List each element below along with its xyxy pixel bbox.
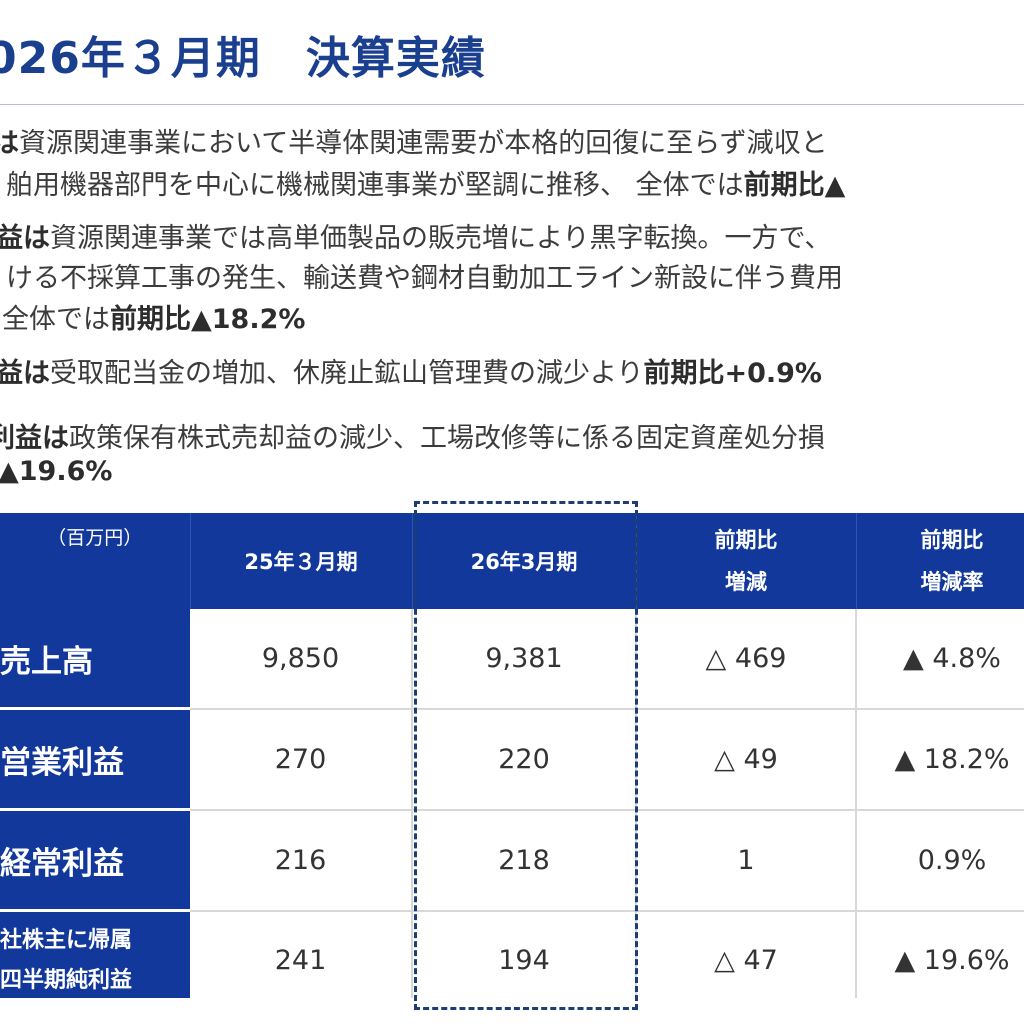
col-header-rate-line2: 増減率	[920, 570, 984, 594]
cell-prev: 9,850	[190, 609, 413, 710]
bullet-line: ▲19.6%	[0, 456, 112, 487]
cell-rate: 0.9%	[856, 809, 1024, 912]
col-header-rate-line1: 前期比	[920, 528, 984, 552]
cell-curr: 9,381	[412, 609, 637, 710]
cell-diff: △ 49	[636, 708, 857, 811]
bullet-text: 全体では	[2, 304, 110, 335]
bullet-text: 政策保有株式売却益の減少、工場改修等に係る固定資産処分損	[69, 423, 825, 454]
col-header-prev: 25年３月期	[190, 513, 413, 609]
bullet-line: 舶用機器部門を中心に機械関連事業が堅調に推移、 全体では前期比▲	[6, 163, 845, 202]
bullet-text: 舶用機器部門を中心に機械関連事業が堅調に推移、 全体では	[6, 170, 744, 201]
bullet-bold: 利益は	[0, 423, 69, 454]
col-header-diff-line1: 前期比	[714, 528, 778, 552]
bullet-line: 全体では前期比▲18.2%	[2, 297, 305, 336]
table-header-row: （百万円） 25年３月期 26年3月期 前期比 増減 前期比 増減率	[0, 513, 1024, 609]
bullet-bold: は	[0, 128, 19, 159]
cell-diff: △ 47	[636, 910, 857, 998]
cell-rate: ▲ 4.8%	[856, 609, 1024, 710]
row-label: 経常利益	[0, 809, 190, 912]
bullet-text: 資源関連事業において半導体関連需要が本格的回復に至らず減収と	[19, 128, 828, 159]
row-label: 営業利益	[0, 708, 190, 811]
bullet-line: 益は受取配当金の増加、休廃止鉱山管理費の減少より前期比+0.9%	[0, 351, 822, 390]
page-title: 026年３月期 決算実績	[0, 33, 486, 84]
cell-curr: 218	[412, 809, 637, 912]
table-row: 営業利益 270 220 △ 49 ▲ 18.2%	[0, 708, 1024, 811]
bullet-text: ける不採算工事の発生、輸送費や鋼材自動加工ライン新設に伴う費用	[6, 263, 843, 294]
bullet-line: ける不採算工事の発生、輸送費や鋼材自動加工ライン新設に伴う費用	[6, 256, 843, 295]
bullet-bold: 益は	[0, 223, 50, 254]
bullet-line: 益は資源関連事業では高単価製品の販売増により黒字転換。一方で、	[0, 216, 831, 255]
col-header-diff-line2: 増減	[725, 570, 767, 594]
table-row: 売上高 9,850 9,381 △ 469 ▲ 4.8%	[0, 609, 1024, 710]
row-label-line1: 社株主に帰属	[0, 928, 133, 953]
row-label: 売上高	[0, 609, 190, 710]
bullet-bold: 益は	[0, 358, 50, 389]
cell-prev: 216	[190, 809, 413, 912]
bullet-line: 利益は政策保有株式売却益の減少、工場改修等に係る固定資産処分損	[0, 416, 825, 455]
col-header-rate: 前期比 増減率	[856, 513, 1024, 609]
cell-diff: △ 469	[636, 609, 857, 710]
cell-rate: ▲ 19.6%	[856, 910, 1024, 998]
bullet-text: 資源関連事業では高単価製品の販売増により黒字転換。一方で、	[50, 223, 832, 254]
unit-label: （百万円）	[0, 513, 191, 609]
row-label-line2: 四半期純利益	[0, 968, 133, 993]
cell-prev: 270	[190, 708, 413, 811]
cell-curr: 194	[412, 910, 637, 998]
results-table: （百万円） 25年３月期 26年3月期 前期比 増減 前期比 増減率 売上高 9…	[0, 513, 1024, 998]
bullet-bold: 前期比+0.9%	[643, 358, 822, 389]
col-header-diff: 前期比 増減	[636, 513, 857, 609]
table-row: 社株主に帰属 四半期純利益 241 194 △ 47 ▲ 19.6%	[0, 910, 1024, 998]
bullet-text: 受取配当金の増加、休廃止鉱山管理費の減少より	[50, 358, 644, 389]
row-label: 社株主に帰属 四半期純利益	[0, 910, 190, 998]
results-table-container: （百万円） 25年３月期 26年3月期 前期比 増減 前期比 増減率 売上高 9…	[0, 513, 1024, 998]
summary-bullets: は資源関連事業において半導体関連需要が本格的回復に至らず減収と 舶用機器部門を中…	[0, 0, 1024, 500]
col-header-curr: 26年3月期	[412, 513, 637, 609]
bullet-line: は資源関連事業において半導体関連需要が本格的回復に至らず減収と	[0, 121, 828, 160]
cell-prev: 241	[190, 910, 413, 998]
table-row: 経常利益 216 218 1 0.9%	[0, 809, 1024, 912]
bullet-bold: 前期比▲	[743, 170, 846, 201]
cell-rate: ▲ 18.2%	[856, 708, 1024, 811]
bullet-bold: ▲19.6%	[0, 456, 113, 487]
cell-curr: 220	[412, 708, 637, 811]
title-divider	[0, 104, 1024, 105]
bullet-bold: 前期比▲18.2%	[110, 304, 306, 335]
cell-diff: 1	[636, 809, 857, 912]
